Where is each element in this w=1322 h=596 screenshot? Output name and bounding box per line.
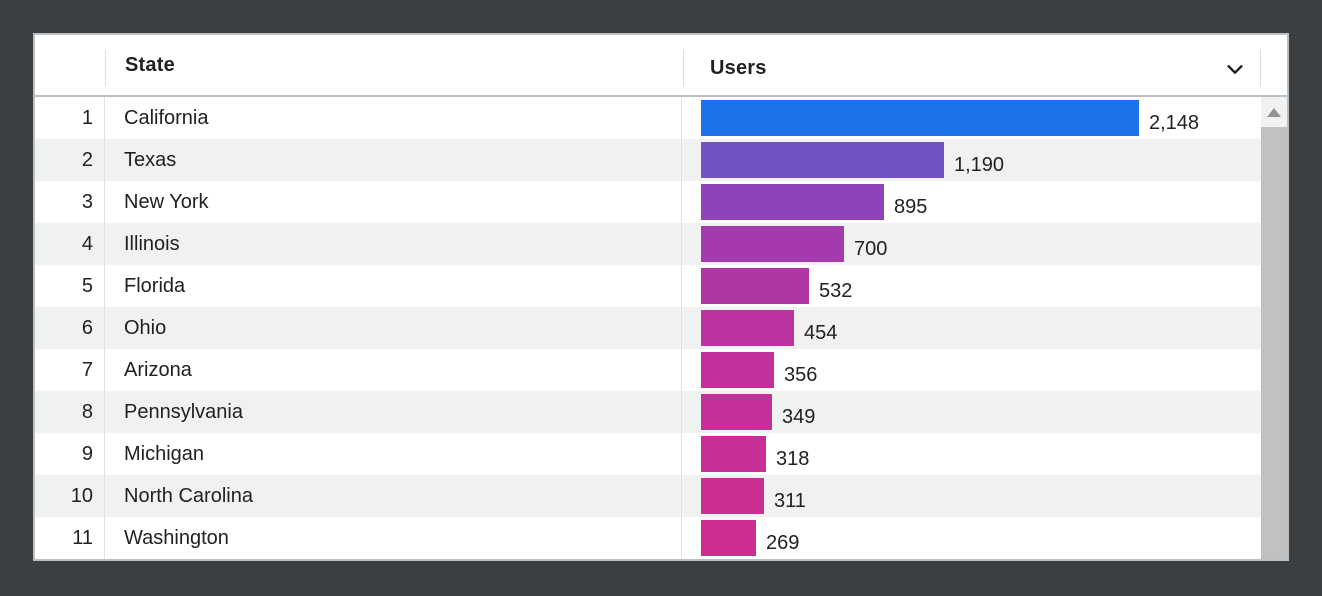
users-value-label: 1,190	[954, 153, 1005, 176]
users-bar	[701, 478, 764, 514]
table-row: 8 Pennsylvania 349	[35, 391, 1261, 433]
row-state-cell: New York	[105, 181, 682, 223]
row-state-cell: Pennsylvania	[105, 391, 682, 433]
table-row: 4 Illinois 700	[35, 223, 1261, 265]
users-value-label: 349	[782, 405, 816, 428]
row-state-cell: California	[105, 97, 682, 139]
data-table-card: State Users 1 California 2,148 2 Texas 1…	[33, 33, 1289, 561]
table-row: 5 Florida 532	[35, 265, 1261, 307]
row-users-cell: 349	[682, 391, 1261, 433]
row-state-cell: Washington	[105, 517, 682, 559]
table-row: 11 Washington 269	[35, 517, 1261, 559]
users-bar	[701, 352, 774, 388]
users-value-label: 269	[766, 531, 800, 554]
row-state-cell: Ohio	[105, 307, 682, 349]
table-row: 3 New York 895	[35, 181, 1261, 223]
row-users-cell: 269	[682, 517, 1261, 559]
row-state-cell: Michigan	[105, 433, 682, 475]
scroll-up-arrow-icon	[1267, 107, 1281, 117]
header-divider	[683, 50, 684, 86]
row-rank-cell: 10	[35, 475, 105, 517]
users-bar	[701, 436, 766, 472]
scrollbar-thumb[interactable]	[1261, 127, 1287, 559]
users-value-label: 895	[894, 195, 928, 218]
users-bar	[701, 100, 1139, 136]
table-body: 1 California 2,148 2 Texas 1,190 3 New Y…	[35, 97, 1287, 559]
users-bar	[701, 184, 884, 220]
table-row: 1 California 2,148	[35, 97, 1261, 139]
row-rank-cell: 2	[35, 139, 105, 181]
row-users-cell: 532	[682, 265, 1261, 307]
row-state-cell: Illinois	[105, 223, 682, 265]
row-users-cell: 356	[682, 349, 1261, 391]
row-rank-cell: 3	[35, 181, 105, 223]
users-value-label: 311	[774, 489, 806, 512]
row-users-cell: 2,148	[682, 97, 1261, 139]
users-bar	[701, 226, 844, 262]
row-rank-cell: 7	[35, 349, 105, 391]
row-rank-cell: 9	[35, 433, 105, 475]
scrollbar-up-button[interactable]	[1261, 97, 1287, 127]
row-rank-cell: 6	[35, 307, 105, 349]
users-bar	[701, 310, 794, 346]
header-divider	[105, 50, 106, 86]
users-value-label: 356	[784, 363, 818, 386]
row-state-cell: Florida	[105, 265, 682, 307]
chevron-down-icon[interactable]	[1224, 58, 1246, 80]
row-rank-cell: 5	[35, 265, 105, 307]
row-users-cell: 311	[682, 475, 1261, 517]
table-row: 7 Arizona 356	[35, 349, 1261, 391]
row-state-cell: Texas	[105, 139, 682, 181]
row-state-cell: North Carolina	[105, 475, 682, 517]
vertical-scrollbar[interactable]	[1261, 97, 1287, 559]
row-users-cell: 454	[682, 307, 1261, 349]
table-rows-container: 1 California 2,148 2 Texas 1,190 3 New Y…	[35, 97, 1261, 559]
table-row: 10 North Carolina 311	[35, 475, 1261, 517]
row-users-cell: 700	[682, 223, 1261, 265]
users-bar	[701, 394, 772, 430]
users-bar	[701, 268, 809, 304]
users-value-label: 318	[776, 447, 810, 470]
table-row: 6 Ohio 454	[35, 307, 1261, 349]
row-state-cell: Arizona	[105, 349, 682, 391]
row-users-cell: 1,190	[682, 139, 1261, 181]
header-divider	[1260, 50, 1261, 86]
row-rank-cell: 11	[35, 517, 105, 559]
row-rank-cell: 8	[35, 391, 105, 433]
users-value-label: 532	[819, 279, 853, 302]
table-row: 2 Texas 1,190	[35, 139, 1261, 181]
state-column-label: State	[125, 53, 175, 76]
row-users-cell: 895	[682, 181, 1261, 223]
users-bar	[701, 142, 944, 178]
users-value-label: 454	[804, 321, 838, 344]
row-users-cell: 318	[682, 433, 1261, 475]
table-row: 9 Michigan 318	[35, 433, 1261, 475]
column-header-users[interactable]: Users	[684, 50, 1260, 80]
users-value-label: 2,148	[1149, 111, 1200, 134]
index-column-header	[35, 35, 105, 95]
users-column-label: Users	[710, 56, 767, 79]
header-scrollbar-corner	[1261, 35, 1287, 95]
row-rank-cell: 1	[35, 97, 105, 139]
users-value-label: 700	[854, 237, 888, 260]
column-header-state[interactable]: State	[106, 54, 683, 77]
table-header-row: State Users	[35, 35, 1287, 97]
row-rank-cell: 4	[35, 223, 105, 265]
users-bar	[701, 520, 756, 556]
